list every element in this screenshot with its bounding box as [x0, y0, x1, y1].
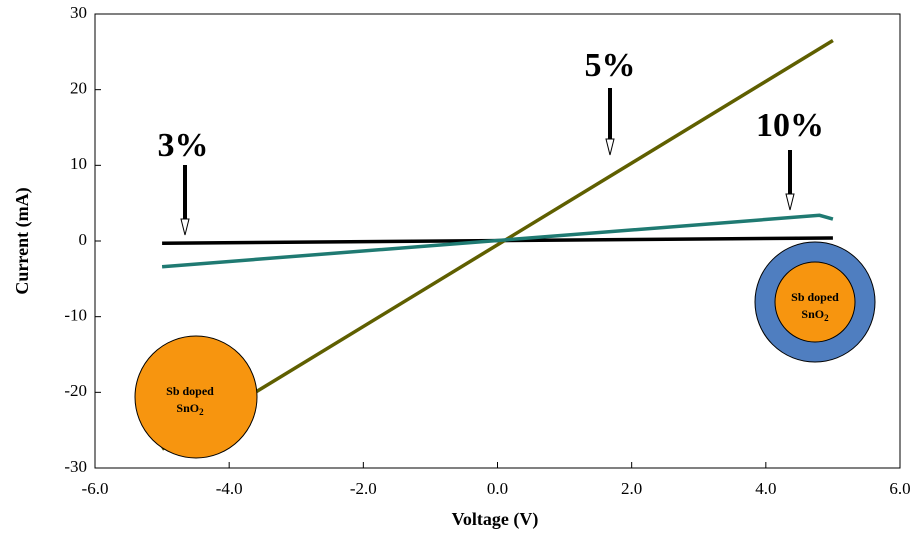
- formula-base: SnO: [801, 307, 824, 321]
- series-annotation: 10%: [756, 107, 824, 144]
- x-tick-label: 4.0: [755, 479, 776, 498]
- series-annotation: 3%: [158, 127, 209, 164]
- chart: Voltage (V) Current (mA) 30 20 10 0 -10 -20 -3…: [0, 0, 919, 538]
- x-tick-label: -4.0: [216, 479, 243, 498]
- formula-subscript: 2: [199, 407, 204, 417]
- y-tick-label: 0: [79, 230, 88, 249]
- x-tick-label: 6.0: [889, 479, 910, 498]
- y-tick-label: 20: [70, 79, 87, 98]
- arrow-head: [181, 219, 189, 235]
- y-tick-label: -20: [64, 381, 87, 400]
- x-tick-label: 2.0: [621, 479, 642, 498]
- formula-subscript: 2: [824, 313, 829, 323]
- series-annotation: 5%: [585, 47, 636, 84]
- y-tick-label: 10: [70, 154, 87, 173]
- x-tick-label: 0.0: [487, 479, 508, 498]
- particle-label: Sb doped: [166, 384, 214, 398]
- x-tick-label: -6.0: [82, 479, 109, 498]
- formula-base: SnO: [176, 401, 199, 415]
- y-tick-label: -10: [64, 306, 87, 325]
- series-line: [162, 40, 833, 449]
- particle-label: Sb doped: [791, 290, 839, 304]
- arrow-head: [606, 139, 614, 155]
- x-axis-label: Voltage (V): [452, 509, 539, 530]
- x-tick-label: -2.0: [350, 479, 377, 498]
- y-tick-label: -30: [64, 457, 87, 476]
- y-tick-label: 30: [70, 3, 87, 22]
- arrow-head: [786, 194, 794, 210]
- y-axis-label: Current (mA): [12, 187, 33, 294]
